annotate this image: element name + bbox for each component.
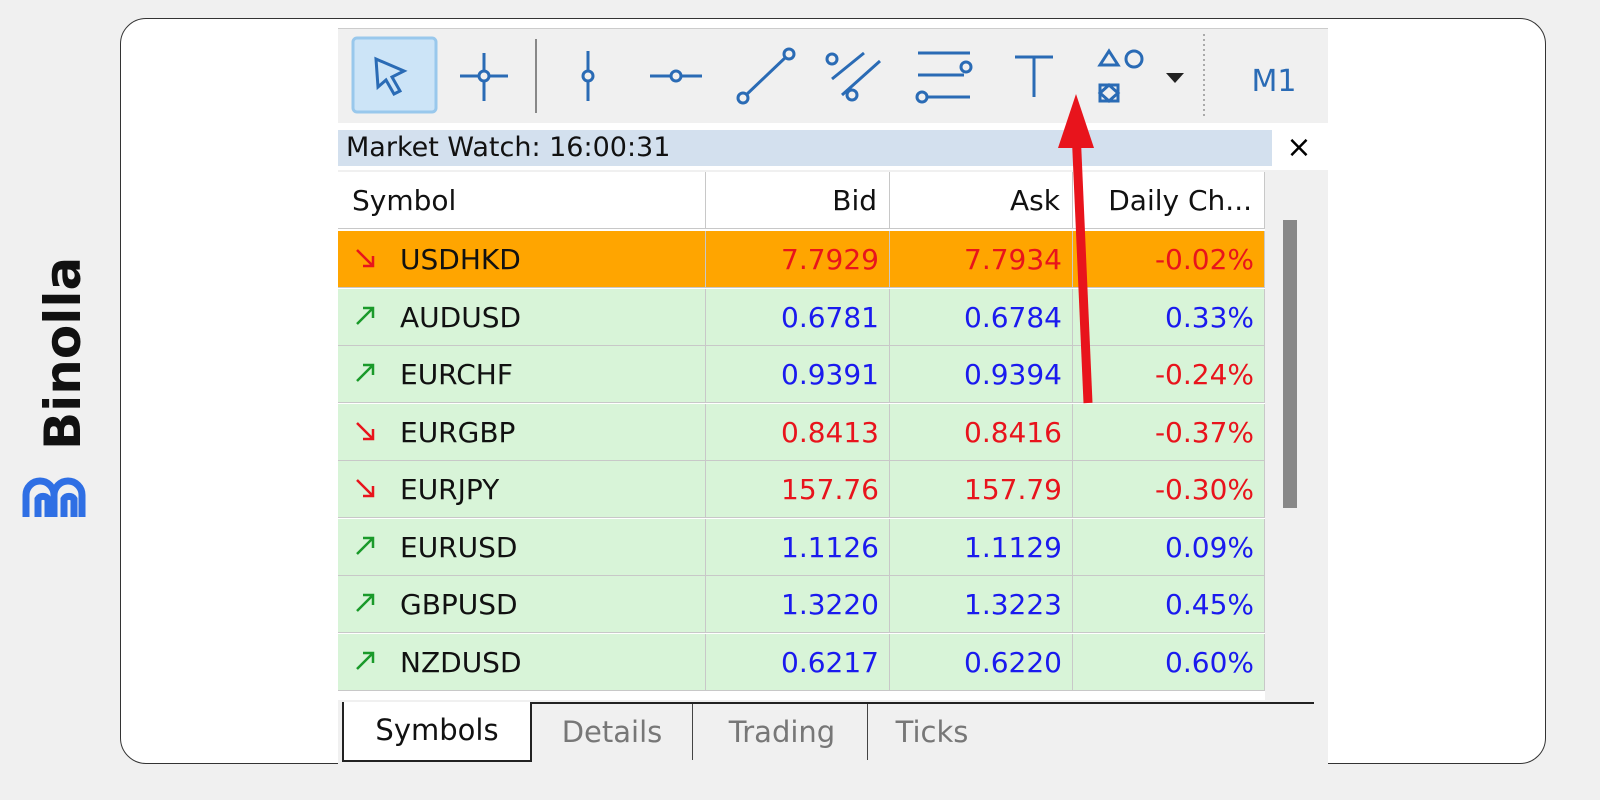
change-cell: -0.37% xyxy=(1073,403,1265,461)
annotation-arrow xyxy=(1058,94,1094,404)
symbol-cell[interactable]: EURJPY xyxy=(338,461,706,518)
bid-cell: 0.8413 xyxy=(706,403,890,461)
trend-arrow xyxy=(356,651,375,670)
column-header: Daily Ch... xyxy=(1073,172,1265,229)
change-cell: -0.30% xyxy=(1073,461,1265,518)
ask-cell: 0.6220 xyxy=(890,633,1073,691)
column-header: Bid xyxy=(706,172,890,229)
ask-cell: 7.7934 xyxy=(890,231,1073,288)
tab[interactable]: Ticks xyxy=(895,715,969,749)
trend-arrow xyxy=(356,306,375,325)
tab[interactable]: Details xyxy=(532,704,693,760)
channel-icon[interactable] xyxy=(831,51,882,97)
scrollbar[interactable] xyxy=(1283,220,1297,508)
shapes-icon[interactable] xyxy=(1097,48,1121,103)
symbol-name: EURJPY xyxy=(400,473,500,506)
symbol-name: GBPUSD xyxy=(400,588,518,621)
column-header: Ask xyxy=(890,172,1073,229)
change-cell: -0.02% xyxy=(1073,231,1265,288)
change-cell: 0.60% xyxy=(1073,633,1265,691)
change-cell: -0.24% xyxy=(1073,346,1265,403)
change-cell: 0.09% xyxy=(1073,518,1265,576)
ask-cell: 0.6784 xyxy=(890,288,1073,346)
trend-arrow xyxy=(356,536,375,555)
change-cell: 0.45% xyxy=(1073,576,1265,633)
change-cell: 0.33% xyxy=(1073,288,1265,346)
symbol-name: NZDUSD xyxy=(400,645,522,679)
fibo-icon[interactable] xyxy=(918,51,970,99)
symbol-cell[interactable]: EURGBP xyxy=(338,403,706,461)
brand-name: Binolla xyxy=(34,257,92,450)
ask-cell: 1.3223 xyxy=(890,576,1073,633)
symbol-name: EURUSD xyxy=(400,530,518,564)
trendline-icon[interactable] xyxy=(743,54,789,98)
ask-cell: 157.79 xyxy=(890,461,1073,518)
bid-cell: 1.1126 xyxy=(706,518,890,576)
tab[interactable]: Trading xyxy=(697,704,868,760)
text-icon[interactable] xyxy=(1015,55,1053,97)
symbol-name: EURCHF xyxy=(400,358,513,391)
trend-arrow xyxy=(356,479,375,498)
bid-cell: 157.76 xyxy=(706,461,890,518)
symbol-name: AUDUSD xyxy=(400,300,522,334)
symbol-cell[interactable]: NZDUSD xyxy=(338,633,706,691)
trend-arrow xyxy=(356,363,375,382)
bid-cell: 0.6781 xyxy=(706,288,890,346)
bid-cell: 0.6217 xyxy=(706,633,890,691)
trend-arrow xyxy=(356,249,375,268)
symbol-cell[interactable]: EURCHF xyxy=(338,346,706,403)
ask-cell: 0.8416 xyxy=(890,403,1073,461)
bid-cell: 7.7929 xyxy=(706,231,890,288)
quotes-table: Symbol Bid Ask Daily Ch... USDHKD 7.7929 7.793… xyxy=(338,172,1265,700)
ask-cell: 1.1129 xyxy=(890,518,1073,576)
symbol-cell[interactable]: GBPUSD xyxy=(338,576,706,633)
brand-icon xyxy=(22,477,86,517)
tab[interactable]: Symbols xyxy=(342,702,532,762)
cursor-icon[interactable] xyxy=(374,56,408,96)
toolbar: M1 xyxy=(338,28,1328,123)
symbol-name: USDHKD xyxy=(400,243,521,276)
ask-cell: 0.9394 xyxy=(890,346,1073,403)
trend-arrow xyxy=(356,593,375,612)
column-header: Symbol xyxy=(338,172,706,229)
window-title: Market Watch: 16:00:31 xyxy=(338,130,1272,166)
symbol-cell[interactable]: AUDUSD xyxy=(338,288,706,346)
trend-arrow xyxy=(356,421,375,440)
symbol-cell[interactable]: USDHKD xyxy=(338,231,706,288)
symbol-cell[interactable]: EURUSD xyxy=(338,518,706,576)
brand-logo: Binolla xyxy=(22,257,92,517)
tab-bar: Symbols Details Trading Ticks xyxy=(342,702,1314,762)
timeframe[interactable]: M1 xyxy=(1252,64,1297,99)
symbol-name: EURGBP xyxy=(400,415,516,449)
close-button[interactable]: × xyxy=(1286,130,1312,165)
bid-cell: 0.9391 xyxy=(706,346,890,403)
bid-cell: 1.3220 xyxy=(706,576,890,633)
